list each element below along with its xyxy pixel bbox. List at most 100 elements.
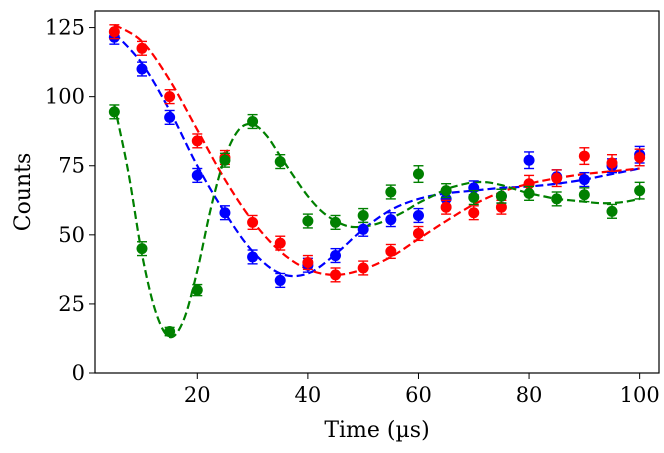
marker — [385, 245, 397, 257]
data-point-red — [164, 89, 176, 105]
data-point-blue — [247, 249, 259, 265]
marker — [468, 207, 480, 219]
marker — [247, 216, 259, 228]
y-axis-label: Counts — [11, 153, 36, 232]
marker — [440, 201, 452, 213]
data-point-blue — [136, 61, 148, 77]
marker — [274, 237, 286, 249]
data-point-green — [578, 187, 590, 203]
data-point-blue — [578, 171, 590, 188]
data-point-green — [274, 153, 286, 170]
data-point-red — [247, 214, 259, 231]
y-tick-label: 25 — [58, 292, 85, 316]
marker — [136, 243, 148, 255]
y-tick-label: 50 — [58, 223, 85, 247]
data-point-red — [385, 243, 397, 260]
marker — [412, 209, 424, 221]
data-point-blue — [219, 205, 231, 221]
marker — [219, 154, 231, 166]
marker — [412, 168, 424, 180]
data-point-green — [330, 214, 342, 231]
data-point-blue — [330, 247, 342, 264]
data-point-green — [495, 188, 507, 204]
data-point-red — [468, 205, 480, 221]
x-tick-label: 80 — [516, 383, 543, 407]
marker — [523, 187, 535, 199]
plot-content — [108, 23, 646, 339]
marker — [274, 274, 286, 286]
data-point-red — [330, 267, 342, 283]
marker — [357, 262, 369, 274]
data-point-red — [136, 40, 148, 56]
data-point-green — [302, 213, 314, 229]
marker — [247, 116, 259, 128]
data-point-blue — [385, 212, 397, 228]
x-tick-label: 20 — [184, 383, 211, 407]
y-tick-label: 125 — [45, 16, 85, 40]
data-point-red — [412, 225, 424, 242]
marker — [302, 256, 314, 268]
marker — [385, 186, 397, 198]
x-tick-label: 100 — [620, 383, 660, 407]
marker — [357, 223, 369, 235]
marker — [606, 157, 618, 169]
data-point-green — [191, 283, 203, 297]
data-point-green — [523, 185, 535, 201]
marker — [191, 169, 203, 181]
marker — [495, 201, 507, 213]
marker — [108, 106, 120, 118]
data-point-blue — [274, 272, 286, 289]
marker — [164, 91, 176, 103]
data-point-green — [247, 113, 259, 130]
marker — [357, 209, 369, 221]
marker — [578, 150, 590, 162]
marker — [330, 216, 342, 228]
data-point-green — [219, 152, 231, 168]
marker — [247, 251, 259, 263]
marker — [136, 42, 148, 54]
data-point-green — [412, 165, 424, 184]
x-tick-label: 60 — [405, 383, 432, 407]
marker — [551, 193, 563, 205]
data-point-red — [108, 24, 120, 40]
plot-frame — [94, 10, 660, 374]
data-point-green — [468, 189, 480, 206]
marker — [468, 192, 480, 204]
y-tick-label: 100 — [45, 85, 85, 109]
data-point-green — [108, 104, 120, 120]
data-point-red — [606, 153, 618, 172]
data-point-red — [440, 199, 452, 215]
marker — [385, 214, 397, 226]
marker — [191, 135, 203, 147]
marker — [136, 63, 148, 75]
marker — [164, 111, 176, 123]
marker — [330, 269, 342, 281]
data-point-red — [191, 133, 203, 149]
marker — [578, 189, 590, 201]
data-point-blue — [191, 167, 203, 184]
marker — [330, 250, 342, 262]
marker — [412, 227, 424, 239]
marker — [440, 185, 452, 197]
data-point-red — [274, 235, 286, 251]
marker — [634, 151, 646, 163]
marker — [219, 207, 231, 219]
data-point-green — [136, 241, 148, 257]
data-point-blue — [164, 109, 176, 125]
marker — [440, 193, 452, 205]
marker — [302, 215, 314, 227]
data-point-green — [440, 183, 452, 199]
marker — [551, 172, 563, 184]
marker — [634, 185, 646, 197]
data-point-red — [302, 254, 314, 271]
data-point-blue — [523, 151, 535, 170]
data-point-red — [357, 260, 369, 276]
data-point-red — [634, 148, 646, 167]
data-point-green — [164, 326, 176, 338]
marker — [523, 154, 535, 166]
marker — [191, 284, 203, 296]
marker — [495, 190, 507, 202]
y-tick-label: 0 — [72, 361, 85, 385]
marker — [108, 26, 120, 38]
